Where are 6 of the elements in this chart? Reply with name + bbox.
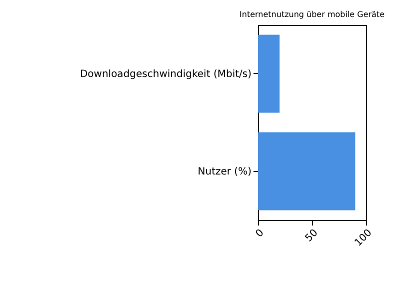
x-tick-label: 50 [303, 228, 320, 244]
x-tick-label: 100 [353, 228, 374, 249]
y-tick-label: Downloadgeschwindigkeit (Mbit/s) [80, 68, 252, 80]
x-tick-label: 0 [254, 228, 266, 240]
chart-title: Internetnutzung über mobile Geräte [240, 10, 385, 19]
y-tick-label: Nutzer (%) [198, 166, 252, 178]
